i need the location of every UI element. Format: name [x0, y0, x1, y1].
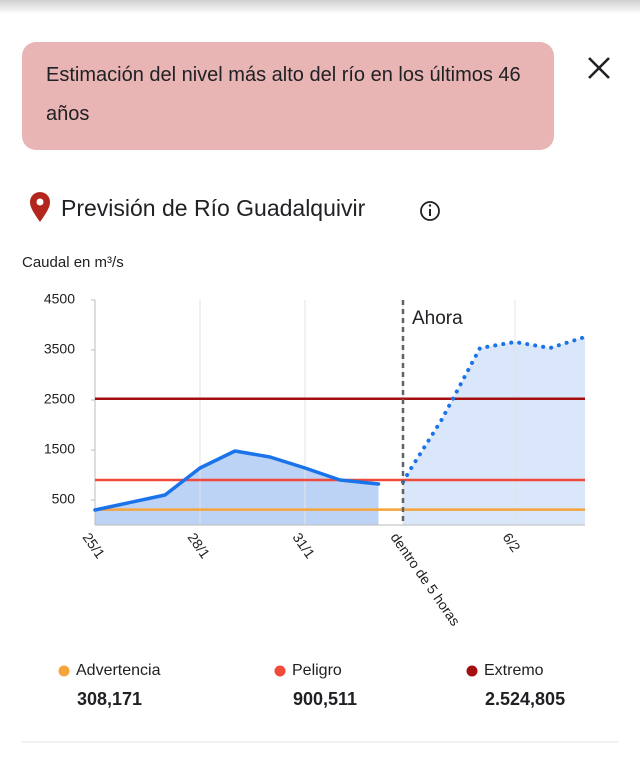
info-icon[interactable] [420, 201, 440, 221]
series-area [95, 451, 379, 525]
plot: 25/1 28/1 31/1 dentro de 5 horas 6/2 500 1500 2… [44, 291, 587, 629]
close-button[interactable] [588, 57, 610, 79]
y-tick-label: 500 [52, 491, 76, 507]
legend-name: Advertencia [76, 662, 161, 679]
series-area [403, 337, 585, 525]
title: Previsión de Río Guadalquivir [61, 195, 366, 221]
banner-box: Estimación del nivel más alto del río en… [46, 64, 521, 125]
legend-value: 308,171 [77, 689, 142, 709]
x-tick-label: 25/1 [80, 530, 109, 562]
y-tick-label: 2500 [44, 391, 75, 407]
legend-swatch [466, 665, 478, 677]
legend-swatch [58, 665, 70, 677]
y-tick-label: 4500 [44, 291, 75, 307]
legend-value: 2.524,805 [485, 689, 565, 709]
y-axis-label: Caudal en m³/s [22, 254, 124, 271]
legend-value: 900,511 [293, 689, 357, 709]
banner-text: Estimación del nivel más alto del río en… [46, 64, 521, 125]
y-tick-label: 1500 [44, 441, 75, 457]
series-line [401, 335, 587, 484]
pin-icon [30, 192, 50, 222]
legend-swatch [274, 665, 286, 677]
series-line [93, 449, 381, 512]
y-tick-label: 3500 [44, 341, 75, 357]
now-label: Ahora [412, 308, 463, 329]
banner [22, 42, 554, 150]
legend-name: Peligro [292, 662, 342, 679]
x-tick-label: 31/1 [290, 530, 319, 562]
x-tick-label: 28/1 [185, 530, 214, 562]
legend-name: Extremo [484, 662, 544, 679]
x-tick-label: 6/2 [500, 530, 524, 555]
top-shadow [0, 0, 640, 14]
pin-dot [36, 198, 44, 206]
x-tick-label: dentro de 5 horas [388, 530, 464, 629]
